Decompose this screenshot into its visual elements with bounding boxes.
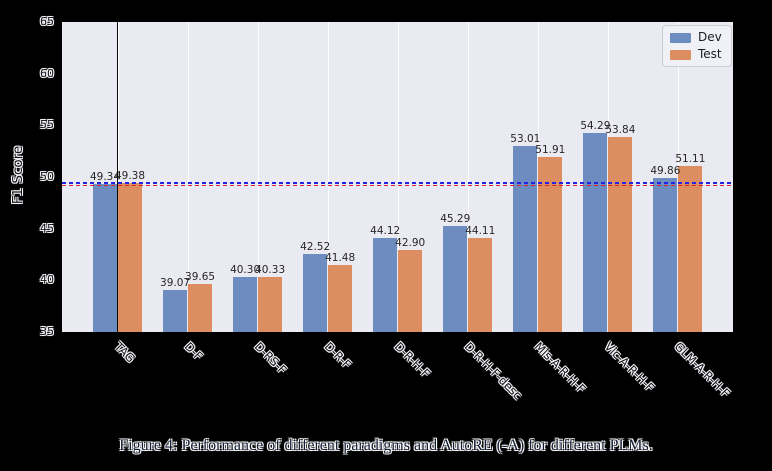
gridline	[467, 22, 469, 332]
bar-value-dev-D-R-H-F-desc: 45.29	[440, 212, 471, 225]
figure-caption: Figure 4: Performance of different parad…	[119, 437, 653, 454]
gridline	[187, 22, 189, 332]
y-tick-label: 50	[40, 170, 54, 183]
legend-item-dev: Dev	[670, 31, 722, 44]
bar-test-TAG	[118, 183, 142, 332]
bar-value-test-D-R-H-F-desc: 44.11	[465, 224, 496, 237]
x-tick-label-Vic-A-R-H-F: Vic-A-R-H-F	[601, 339, 657, 395]
gridline	[327, 22, 329, 332]
bar-test-D-R-H-F-desc	[468, 237, 493, 332]
bar-value-test-GLM-A-R-H-F: 51.11	[675, 152, 706, 165]
bar-value-test-D-RS-F: 40.33	[255, 263, 286, 276]
x-tick-label-GLM-A-R-H-F: GLM-A-R-H-F	[671, 339, 733, 401]
bar-value-dev-D-R-H-F: 44.12	[370, 224, 401, 237]
bar-value-dev-Mis-A-R-H-F: 53.01	[510, 132, 541, 145]
bar-value-dev-D-F: 39.07	[160, 276, 191, 289]
bar-value-test-Vic-A-R-H-F: 53.84	[605, 124, 636, 137]
legend-label-test: Test	[698, 47, 722, 61]
y-tick-label: 40	[40, 273, 54, 287]
y-tick-label: 35	[40, 325, 54, 338]
bar-value-test-TAG: 49.38	[114, 170, 146, 183]
bar-value-test-D-R-H-F: 42.90	[395, 237, 426, 250]
bar-dev-D-R-H-F-desc	[443, 225, 468, 332]
bar-test-GLM-A-R-H-F	[678, 165, 703, 332]
y-tick-label: 65	[40, 15, 54, 28]
bar-test-D-R-H-F	[398, 250, 423, 332]
legend-item-test: Test	[670, 48, 722, 61]
gridline	[397, 22, 399, 332]
x-tick-label-D-R-H-F: D-R-H-F	[391, 339, 433, 381]
x-tick-label-TAG: TAG	[111, 339, 138, 366]
bar-dev-Vic-A-R-H-F	[583, 132, 608, 332]
bar-dev-D-R-F	[303, 254, 328, 332]
bar-test-D-R-F	[328, 265, 353, 332]
bar-dev-D-RS-F	[233, 277, 258, 332]
bar-dev-D-R-H-F	[373, 237, 398, 332]
bar-dev-TAG	[93, 183, 117, 332]
bar-dev-Mis-A-R-H-F	[513, 145, 538, 332]
bar-value-test-D-R-F: 41.48	[325, 252, 356, 265]
bar-value-dev-GLM-A-R-H-F: 49.86	[650, 165, 681, 178]
bar-value-dev-Vic-A-R-H-F: 54.29	[580, 119, 611, 132]
x-tick-label-D-RS-F: D-RS-F	[251, 339, 289, 377]
reference-dashed-line	[62, 184, 733, 187]
bar-test-D-RS-F	[258, 276, 283, 332]
legend: Dev Test	[662, 25, 732, 67]
bar-dev-GLM-A-R-H-F	[653, 178, 678, 332]
x-tick-label-Mis-A-R-H-F: Mis-A-R-H-F	[531, 339, 589, 396]
legend-swatch-dev	[670, 32, 691, 43]
x-tick-label-D-F: D-F	[181, 339, 206, 364]
plot-area: 49.34 39.07 40.30 42.52 44.12 45.29 53.01 54.29…	[62, 22, 733, 332]
bar-test-D-F	[188, 283, 213, 332]
legend-swatch-test	[670, 49, 691, 60]
bar-value-dev-D-RS-F: 40.30	[230, 264, 261, 277]
bar-test-Vic-A-R-H-F	[608, 137, 633, 332]
bar-test-Mis-A-R-H-F	[538, 157, 563, 332]
x-tick-label-D-R-F: D-R-F	[321, 339, 354, 372]
legend-label-dev: Dev	[698, 30, 722, 44]
y-tick-label: 55	[40, 118, 54, 132]
reference-dashed-line	[62, 182, 733, 184]
bar-value-test-D-F: 39.65	[185, 270, 216, 283]
reference-vertical-line	[116, 22, 119, 332]
bar-value-dev-TAG: 49.34	[89, 170, 121, 183]
bar-value-test-Mis-A-R-H-F: 51.91	[535, 144, 566, 157]
y-tick-label: 60	[40, 66, 54, 80]
bar-dev-D-F	[163, 289, 188, 332]
bar-value-dev-D-R-F: 42.52	[300, 241, 331, 254]
x-tick-label-D-R-H-F-desc: D-R-H-F-desc	[461, 339, 525, 403]
gridline	[257, 22, 259, 332]
y-tick-label: 45	[40, 221, 54, 235]
